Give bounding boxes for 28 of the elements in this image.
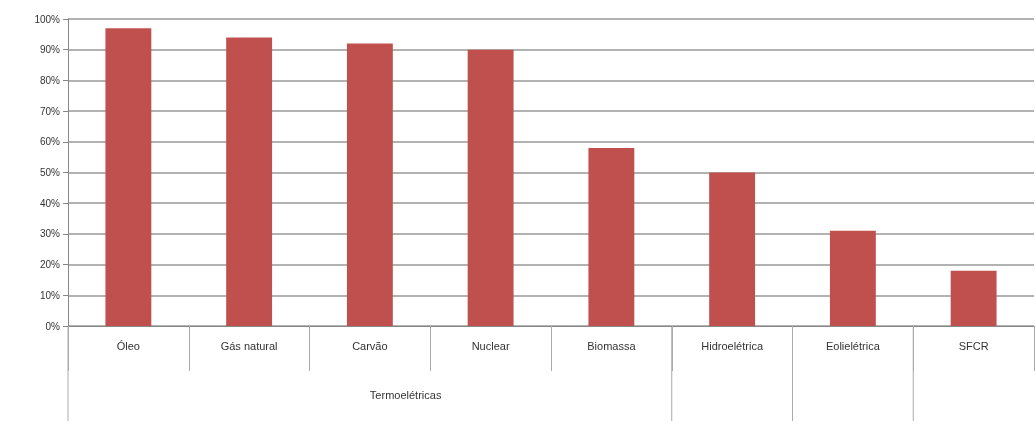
y-tick-label: 0% [45, 320, 61, 332]
x-tick-label: Biomassa [587, 339, 637, 352]
bar [950, 270, 997, 326]
x-tick-label: Hidroelétrica [701, 339, 764, 352]
y-tick-label: 70% [39, 105, 61, 117]
bar [829, 230, 876, 326]
y-tick-label: 100% [34, 13, 61, 25]
y-tick-label: 30% [39, 228, 61, 240]
bar [226, 37, 273, 326]
bar [709, 172, 756, 326]
x-tick-label: Nuclear [471, 339, 510, 352]
x-tick-label: Carvão [352, 339, 388, 352]
x-tick-label: SFCR [958, 339, 989, 352]
bar [346, 43, 393, 326]
x-tick-label: Óleo [116, 339, 140, 352]
y-tick-label: 20% [39, 259, 61, 271]
x-tick-label: Eolielétrica [825, 339, 881, 352]
y-tick-label: 80% [39, 74, 61, 86]
bar [105, 28, 152, 326]
bar [588, 147, 635, 326]
text: Termoelétricas [369, 388, 442, 401]
y-tick-label: 40% [39, 197, 61, 209]
y-tick-label: 50% [39, 167, 61, 178]
y-tick-label: 10% [39, 289, 61, 301]
y-tick-label: 60% [39, 136, 61, 148]
y-tick-label: 90% [39, 44, 61, 56]
x-tick-label: Gás natural [220, 339, 278, 352]
bar [467, 49, 514, 326]
